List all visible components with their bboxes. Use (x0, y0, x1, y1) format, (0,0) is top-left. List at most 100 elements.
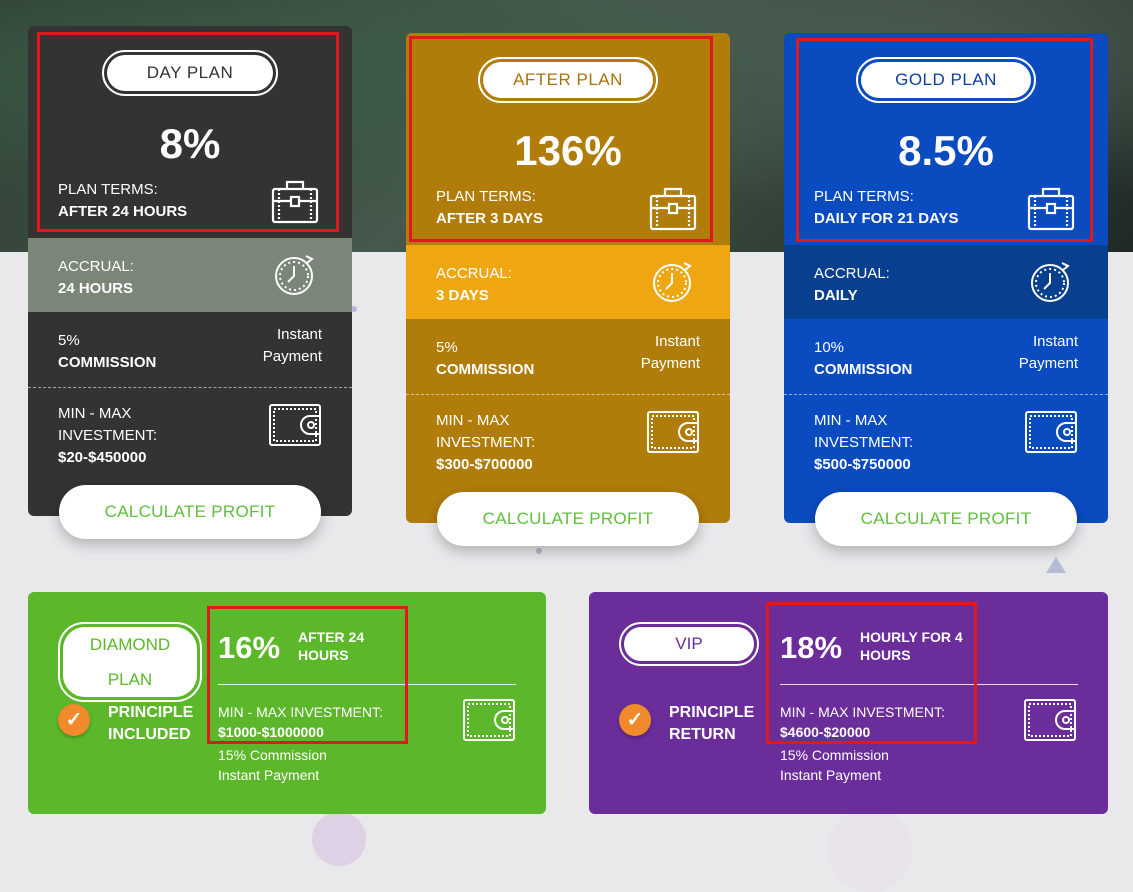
plan-percent: 8.5% (898, 127, 994, 174)
plan-name: DAY PLAN (107, 55, 273, 91)
commission-text: 15% Commission (218, 747, 327, 763)
plan-card-diamond: DIAMOND PLAN ✓ PRINCIPLE INCLUDED 16% AF… (28, 592, 546, 814)
investment-label: INVESTMENT: (58, 427, 158, 444)
decor-dot (351, 306, 357, 312)
plan-terms: PLAN TERMS: AFTER 3 DAYS (436, 186, 543, 230)
plan-name: AFTER PLAN (483, 62, 653, 98)
plan-name: GOLD PLAN (861, 62, 1031, 98)
plan-card-vip: VIP ✓ PRINCIPLE RETURN 18% HOURLY FOR 4 … (589, 592, 1108, 814)
investment-label: MIN - MAX (814, 412, 888, 429)
plan-terms-label: PLAN TERMS: (814, 188, 914, 205)
accrual-value: DAILY (814, 287, 858, 304)
plan-card-gold: GOLD PLAN 8.5% PLAN TERMS: DAILY FOR 21 … (784, 33, 1108, 546)
plan-percent: 136% (514, 127, 622, 174)
divider (28, 387, 352, 388)
clock-icon (270, 250, 320, 300)
plan-name-pill: DAY PLAN (102, 50, 278, 96)
commission-percent: 5% (436, 339, 458, 356)
wallet-icon (268, 403, 322, 447)
divider (218, 684, 516, 685)
wallet-icon (462, 698, 516, 742)
commission-info: 15% Commission Instant Payment (218, 745, 327, 785)
payment-line: Instant (276, 326, 322, 343)
clock-icon (648, 257, 698, 307)
plan-terms-value: AFTER 3 DAYS (436, 210, 543, 227)
investment-value: $300-$700000 (436, 456, 533, 473)
principle-label: PRINCIPLE RETURN (669, 702, 754, 746)
divider (784, 394, 1108, 395)
investment-label: INVESTMENT: (436, 434, 536, 451)
payment-line: Payment (1018, 355, 1078, 372)
accrual-section: ACCRUAL: DAILY (784, 245, 1108, 319)
principle-line: RETURN (669, 726, 736, 743)
calculate-profit-button[interactable]: CALCULATE PROFIT (437, 492, 699, 546)
commission-text: 15% Commission (780, 747, 889, 763)
plan-name-pill: VIP (619, 622, 759, 666)
plan-name-line: DIAMOND (89, 635, 171, 654)
briefcase-icon (1026, 183, 1076, 233)
accrual-section: ACCRUAL: 24 HOURS (28, 238, 352, 312)
commission-label: COMMISSION (814, 361, 913, 378)
decor-dot (536, 548, 542, 554)
investment-section: MIN - MAX INVESTMENT: $500-$750000 (784, 395, 1108, 495)
payment-type: Instant Payment (1019, 331, 1078, 375)
plan-card-day: DAY PLAN 8% PLAN TERMS: AFTER 24 HOURS A… (28, 26, 352, 539)
commission-section: 5% COMMISSION Instant Payment (406, 319, 730, 394)
clock-icon (1026, 257, 1076, 307)
commission-section: 5% COMMISSION Instant Payment (28, 312, 352, 387)
plan-percent: 8% (159, 120, 221, 167)
commission-section: 10% COMMISSION Instant Payment (784, 319, 1108, 394)
plan-percent: 16% (218, 630, 281, 665)
investment-label: INVESTMENT: (814, 434, 914, 451)
wallet-icon (1023, 698, 1077, 742)
payment-type: Instant Payment (263, 324, 322, 368)
payment-line: Payment (262, 348, 322, 365)
checkmark-icon: ✓ (58, 704, 90, 736)
accrual-value: 3 DAYS (436, 287, 489, 304)
accrual-label: ACCRUAL: (58, 258, 134, 275)
plan-terms: PLAN TERMS: DAILY FOR 21 DAYS (814, 186, 959, 230)
commission-label: COMMISSION (58, 354, 157, 371)
plan-terms: AFTER 24 HOURS (298, 628, 364, 664)
plan-name: DIAMOND PLAN (63, 627, 197, 697)
investment-value: $4600-$20000 (780, 724, 871, 740)
accrual-value: 24 HOURS (58, 280, 134, 297)
investment-label: MIN - MAX (58, 405, 132, 422)
plan-percent: 18% (780, 630, 843, 665)
accrual-label: ACCRUAL: (814, 265, 890, 282)
scroll-up-icon[interactable] (1046, 557, 1066, 573)
wallet-icon (646, 410, 700, 454)
principle-label: PRINCIPLE INCLUDED (108, 702, 193, 746)
plan-name-pill: DIAMOND PLAN (58, 622, 202, 702)
payment-line: Instant (1032, 333, 1078, 350)
investment-section: MIN - MAX INVESTMENT: $20-$450000 (28, 388, 352, 488)
plan-terms-label: PLAN TERMS: (436, 188, 536, 205)
calculate-profit-button[interactable]: CALCULATE PROFIT (59, 485, 321, 539)
investment-info: MIN - MAX INVESTMENT: $4600-$20000 (780, 702, 945, 742)
commission-percent: 10% (814, 339, 845, 356)
checkmark-icon: ✓ (619, 704, 651, 736)
investment-section: MIN - MAX INVESTMENT: $300-$700000 (406, 395, 730, 495)
plan-terms-line: HOURS (860, 647, 911, 663)
plan-terms-value: AFTER 24 HOURS (58, 203, 188, 220)
accrual-label: ACCRUAL: (436, 265, 512, 282)
principle-line: PRINCIPLE (108, 704, 194, 721)
payment-text: Instant Payment (780, 767, 882, 783)
principle-line: INCLUDED (108, 726, 191, 743)
investment-info: MIN - MAX INVESTMENT: $1000-$1000000 (218, 702, 383, 742)
investment-label: MIN - MAX INVESTMENT: (218, 704, 383, 720)
plan-terms: PLAN TERMS: AFTER 24 HOURS (58, 179, 187, 223)
investment-value: $1000-$1000000 (218, 724, 324, 740)
briefcase-icon (270, 176, 320, 226)
accrual-section: ACCRUAL: 3 DAYS (406, 245, 730, 319)
plan-terms-label: PLAN TERMS: (58, 181, 158, 198)
payment-text: Instant Payment (218, 767, 320, 783)
payment-type: Instant Payment (641, 331, 700, 375)
plan-terms-line: AFTER 24 (298, 629, 365, 645)
calculate-profit-button[interactable]: CALCULATE PROFIT (815, 492, 1077, 546)
divider (780, 684, 1078, 685)
plan-name-pill: GOLD PLAN (856, 57, 1036, 103)
payment-line: Instant (654, 333, 700, 350)
plan-terms: HOURLY FOR 4 HOURS (860, 628, 963, 664)
divider (406, 394, 730, 395)
